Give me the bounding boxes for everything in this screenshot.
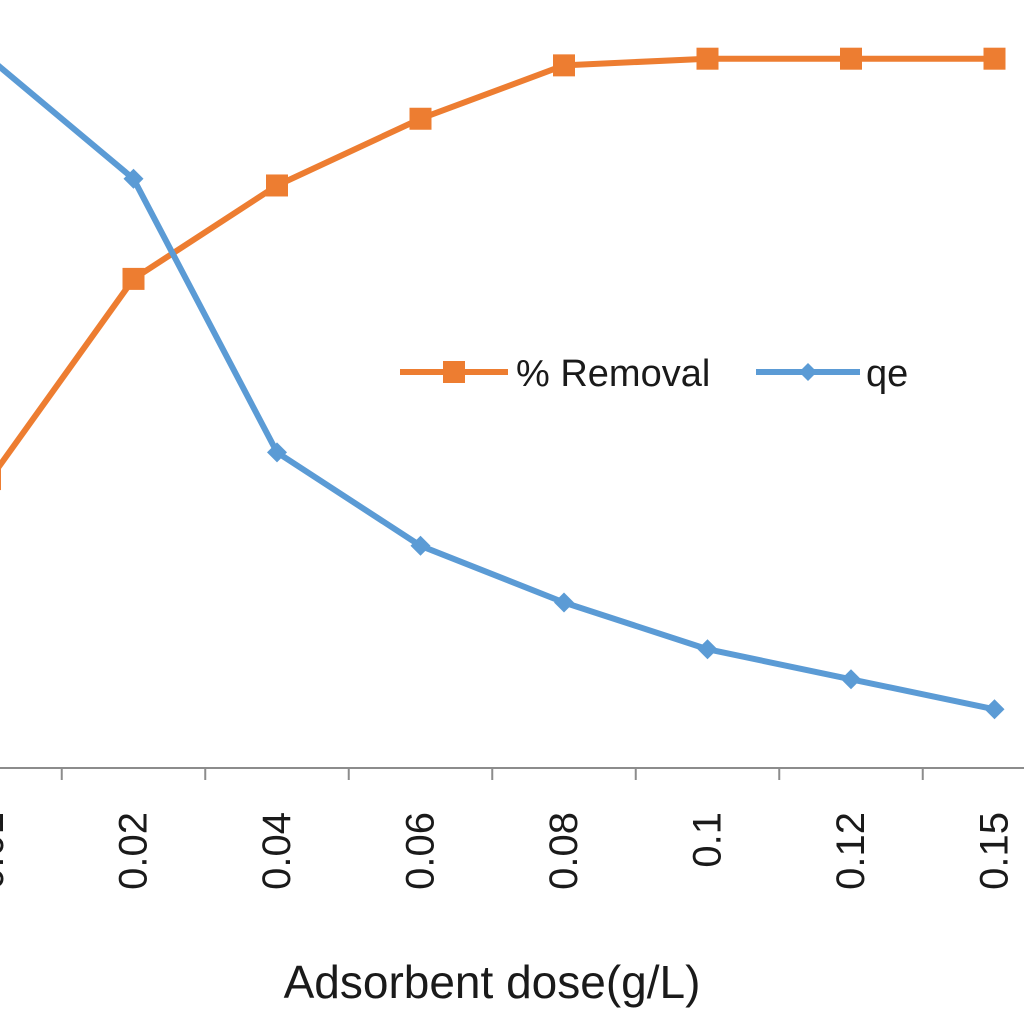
data-point: [696, 47, 719, 70]
data-point: [983, 47, 1006, 70]
legend: % Removal qe: [400, 353, 908, 395]
x-tick-label: 0.02: [112, 812, 156, 890]
data-point: [409, 107, 432, 130]
legend-label: % Removal: [516, 353, 710, 395]
data-point: [697, 639, 718, 660]
series-line: [0, 55, 995, 471]
data-point: [554, 592, 574, 613]
data-point: [123, 168, 144, 189]
data-point: [266, 174, 288, 197]
data-point: [267, 442, 287, 463]
data-point: [0, 468, 1, 491]
x-axis: 0.01 0.02 0.04 0.06 0.08 0.1 0.12 0.15: [0, 767, 1024, 890]
data-point: [122, 267, 145, 290]
x-axis-title: Adsorbent dose(g/L): [284, 956, 701, 1008]
legend-item: % Removal: [400, 353, 710, 395]
data-point: [553, 54, 575, 77]
series-removal: [0, 47, 1006, 491]
x-tick-label: 0.01: [0, 812, 12, 890]
series-qe: [0, 63, 1005, 720]
x-tick-label: 0.12: [829, 812, 873, 890]
data-point: [840, 47, 862, 70]
legend-marker: [799, 363, 817, 381]
legend-marker: [443, 361, 465, 383]
x-tick-label: 0.08: [542, 812, 586, 890]
x-tick-label: 0.1: [686, 812, 730, 868]
legend-item: qe: [756, 353, 908, 395]
legend-label: qe: [866, 353, 908, 395]
plot-area: [0, 47, 1006, 720]
data-point: [410, 535, 431, 556]
data-point: [841, 669, 861, 690]
series-line: [0, 63, 996, 713]
data-point: [984, 699, 1005, 720]
x-tick-label: 0.06: [399, 812, 443, 890]
x-tick-label: 0.15: [973, 812, 1017, 890]
x-tick-label: 0.04: [255, 812, 299, 890]
